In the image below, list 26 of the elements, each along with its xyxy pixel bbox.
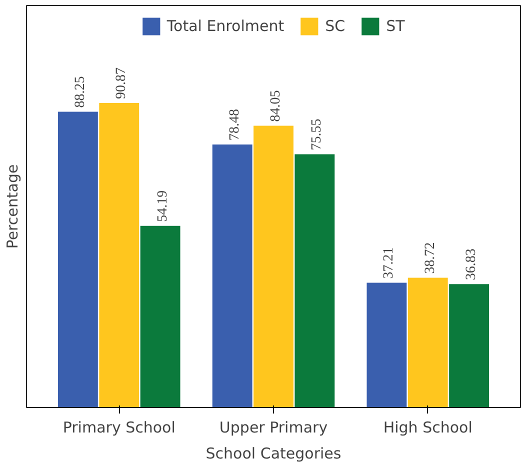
legend-label: ST	[386, 17, 406, 35]
data-label: 37.21	[382, 247, 397, 279]
legend-label: Total Enrolment	[166, 17, 284, 35]
bar	[294, 154, 335, 408]
legend-label: SC	[325, 17, 346, 35]
x-tick-label: Upper Primary	[219, 418, 328, 436]
y-axis-title: Percentage	[4, 164, 22, 249]
bar	[58, 112, 98, 408]
data-label: 36.83	[464, 248, 480, 280]
bar	[99, 102, 140, 408]
data-label: 54.19	[155, 190, 170, 222]
data-label: 90.87	[114, 67, 130, 99]
bar	[140, 226, 180, 408]
bar	[212, 144, 252, 408]
bar	[449, 284, 490, 408]
x-tick-label: Primary School	[62, 418, 176, 436]
data-label: 78.48	[227, 108, 242, 140]
data-label: 38.72	[422, 242, 438, 274]
bar	[408, 278, 448, 408]
bar	[254, 126, 294, 408]
data-label: 84.05	[268, 90, 284, 122]
data-label: 88.25	[72, 76, 88, 108]
x-tick-label: High School	[383, 418, 472, 436]
data-label: 75.55	[310, 118, 325, 150]
bar	[366, 282, 407, 408]
x-axis-title: School Categories	[206, 444, 342, 462]
